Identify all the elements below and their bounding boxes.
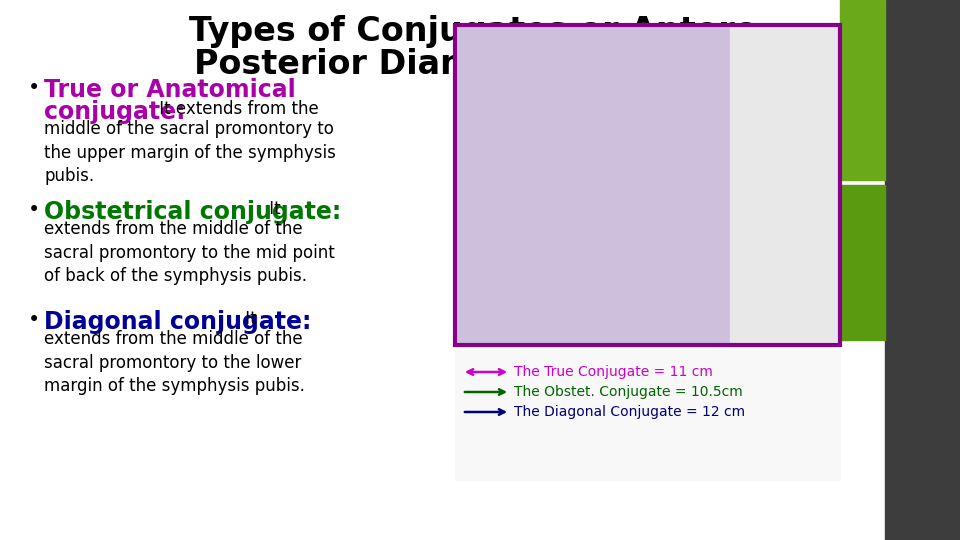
Bar bbox=[730, 25, 840, 345]
Text: •: • bbox=[28, 200, 40, 220]
Text: conjugate:: conjugate: bbox=[44, 100, 185, 124]
Bar bbox=[455, 25, 840, 345]
Bar bbox=[455, 25, 840, 345]
Text: extends from the middle of the
sacral promontory to the mid point
of back of the: extends from the middle of the sacral pr… bbox=[44, 220, 335, 285]
Text: Diagonal conjugate:: Diagonal conjugate: bbox=[44, 310, 311, 334]
Text: The True Conjugate = 11 cm: The True Conjugate = 11 cm bbox=[514, 365, 713, 379]
Bar bbox=[885, 0, 960, 540]
Text: •: • bbox=[28, 310, 40, 330]
Text: True or Anatomical: True or Anatomical bbox=[44, 78, 296, 102]
Text: The Obstet. Conjugate = 10.5cm: The Obstet. Conjugate = 10.5cm bbox=[514, 385, 743, 399]
Text: •: • bbox=[28, 78, 40, 98]
Bar bbox=[455, 350, 840, 480]
Text: It: It bbox=[264, 200, 280, 218]
Text: Obstetrical conjugate:: Obstetrical conjugate: bbox=[44, 200, 341, 224]
Text: Types of Conjugates or Antero-: Types of Conjugates or Antero- bbox=[189, 15, 771, 48]
Bar bbox=[840, 0, 885, 180]
Text: Posterior Diameters in Female: Posterior Diameters in Female bbox=[194, 48, 766, 81]
Bar bbox=[840, 185, 885, 340]
Text: middle of the sacral promontory to
the upper margin of the symphysis
pubis.: middle of the sacral promontory to the u… bbox=[44, 120, 336, 185]
Text: extends from the middle of the
sacral promontory to the lower
margin of the symp: extends from the middle of the sacral pr… bbox=[44, 330, 305, 395]
Text: It extends from the: It extends from the bbox=[154, 100, 319, 118]
Text: The Diagonal Conjugate = 12 cm: The Diagonal Conjugate = 12 cm bbox=[514, 405, 745, 419]
Text: It: It bbox=[240, 310, 256, 328]
